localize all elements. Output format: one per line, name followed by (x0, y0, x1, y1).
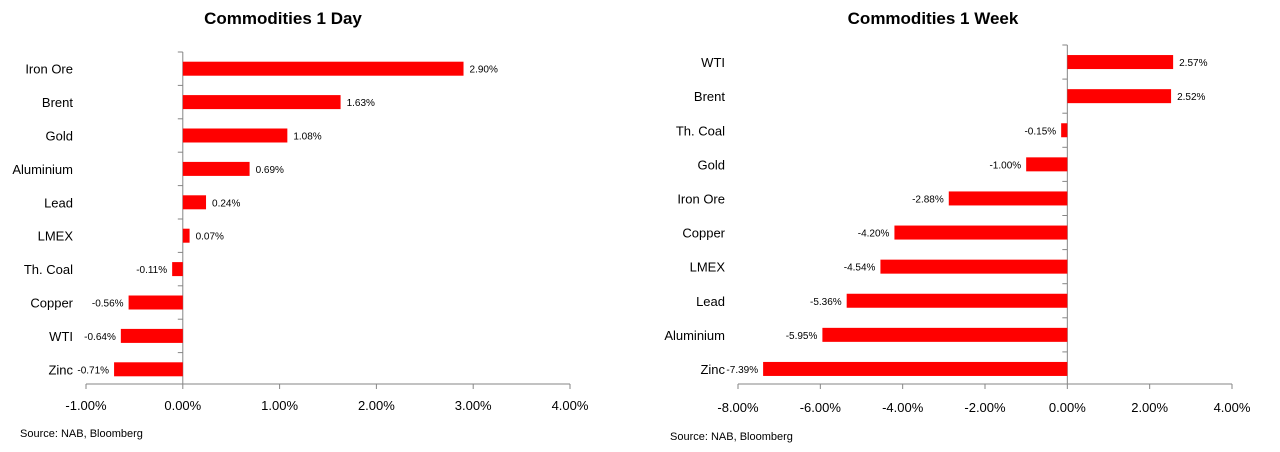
category-label: LMEX (38, 229, 74, 244)
x-tick-label: -1.00% (65, 398, 107, 413)
data-label: -2.88% (912, 194, 944, 205)
bar (182, 128, 288, 143)
x-tick-label: 2.00% (1131, 400, 1168, 415)
bar (1026, 157, 1068, 172)
chart-source: Source: NAB, Bloomberg (20, 428, 143, 440)
data-label: 0.07% (196, 232, 224, 243)
category-label: LMEX (690, 260, 726, 275)
bar (114, 362, 183, 377)
category-label: Iron Ore (677, 191, 725, 206)
data-label: 2.57% (1179, 58, 1207, 69)
bar (182, 195, 207, 210)
bar (182, 61, 464, 76)
category-label: Brent (42, 95, 73, 110)
category-label: Gold (698, 157, 725, 172)
data-label: -0.15% (1024, 126, 1056, 137)
bar (182, 161, 250, 176)
data-label: 0.69% (256, 165, 284, 176)
chart-title: Commodities 1 Week (848, 9, 1019, 28)
category-label: Zinc (700, 362, 725, 377)
x-tick-label: 3.00% (455, 398, 492, 413)
data-label: 2.52% (1177, 92, 1205, 103)
data-label: -5.95% (786, 331, 818, 342)
data-label: -5.36% (810, 297, 842, 308)
bar (763, 361, 1068, 376)
data-label: -0.11% (136, 265, 167, 276)
data-label: -0.56% (92, 299, 124, 310)
category-label: Lead (696, 294, 725, 309)
data-label: -0.64% (84, 332, 116, 343)
bar (846, 293, 1068, 308)
data-label: 1.08% (293, 132, 321, 143)
bar (822, 327, 1068, 342)
category-label: Gold (46, 129, 73, 144)
bar (128, 295, 183, 310)
data-label: 1.63% (347, 98, 375, 109)
category-label: Th. Coal (676, 123, 725, 138)
category-label: Aluminium (12, 162, 73, 177)
bar (948, 191, 1068, 206)
category-label: Zinc (48, 362, 73, 377)
x-tick-label: -8.00% (717, 400, 759, 415)
bar (1067, 89, 1172, 104)
category-label: Brent (694, 89, 725, 104)
x-tick-label: 2.00% (358, 398, 395, 413)
category-label: Iron Ore (25, 62, 73, 77)
bar (120, 328, 183, 343)
chart-title: Commodities 1 Day (204, 9, 362, 28)
bar (1067, 55, 1174, 70)
x-tick-label: 0.00% (164, 398, 201, 413)
chart-source: Source: NAB, Bloomberg (670, 431, 793, 443)
chart-commodities-1-day: Commodities 1 Day Source: NAB, Bloomberg… (12, 9, 589, 440)
x-tick-label: -2.00% (964, 400, 1006, 415)
x-tick-label: 0.00% (1049, 400, 1086, 415)
data-label: -0.71% (77, 365, 109, 376)
bar (182, 95, 341, 110)
data-label: -1.00% (989, 160, 1021, 171)
x-tick-label: -4.00% (882, 400, 924, 415)
x-tick-label: -6.00% (800, 400, 842, 415)
x-tick-label: 4.00% (1214, 400, 1251, 415)
category-label: Lead (44, 195, 73, 210)
data-label: 2.90% (470, 65, 498, 76)
category-label: WTI (49, 329, 73, 344)
bar (880, 259, 1068, 274)
x-tick-label: 1.00% (261, 398, 298, 413)
category-label: Copper (682, 226, 725, 241)
category-label: Th. Coal (24, 262, 73, 277)
data-label: 0.24% (212, 198, 240, 209)
data-label: -7.39% (726, 365, 758, 376)
data-label: -4.20% (858, 229, 890, 240)
x-tick-label: 4.00% (552, 398, 589, 413)
bar (1061, 123, 1068, 138)
bar (182, 228, 190, 243)
data-label: -4.54% (844, 263, 876, 274)
bar (172, 262, 183, 277)
category-label: Aluminium (664, 328, 725, 343)
chart-commodities-1-week: Commodities 1 Week Source: NAB, Bloomber… (664, 9, 1251, 443)
bar (894, 225, 1068, 240)
category-label: Copper (30, 296, 73, 311)
category-label: WTI (701, 55, 725, 70)
